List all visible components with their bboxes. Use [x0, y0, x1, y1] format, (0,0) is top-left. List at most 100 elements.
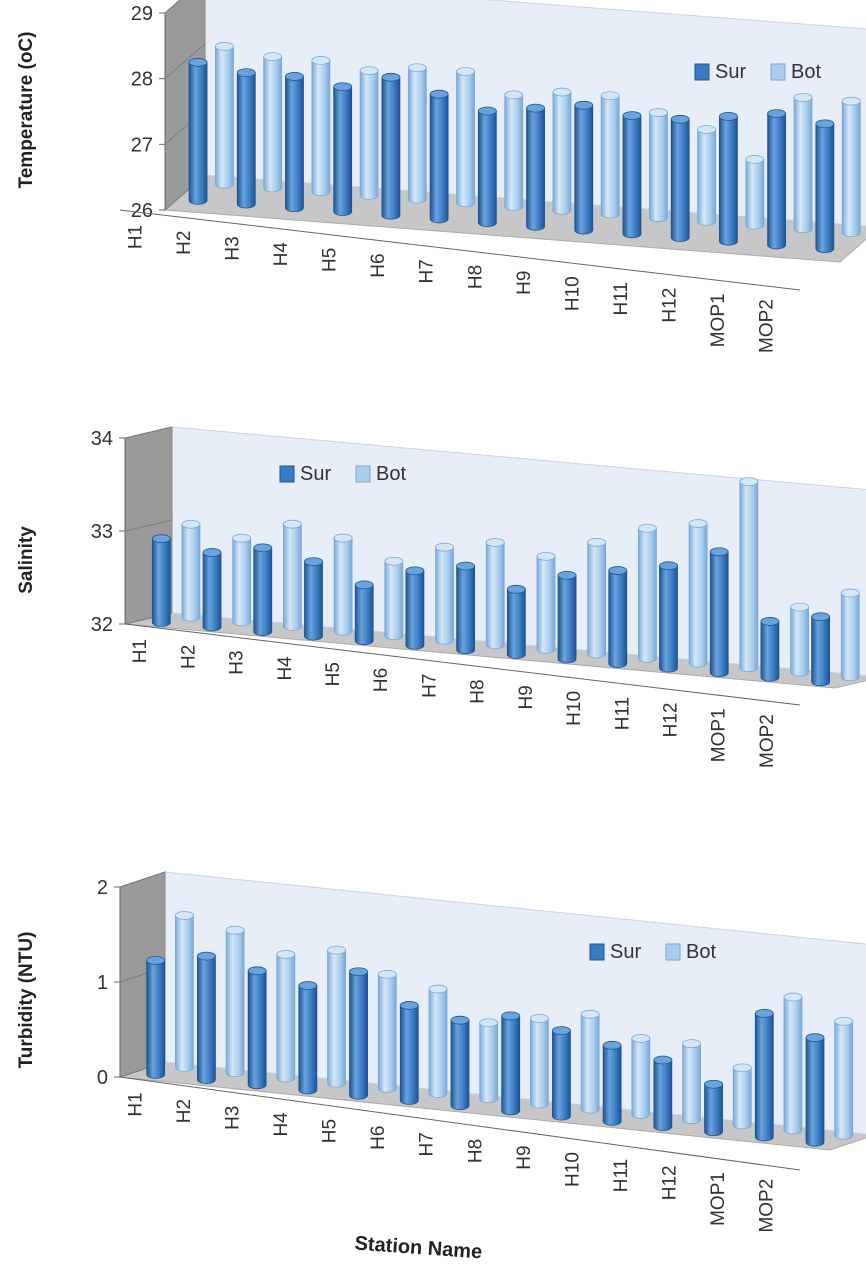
- bar-top: [298, 981, 318, 990]
- bar-body: [253, 547, 273, 636]
- bar-bot-h4: [333, 533, 353, 636]
- bar-top: [688, 519, 708, 528]
- x-tick-label: MOP2: [757, 714, 778, 768]
- bar-body: [263, 56, 283, 193]
- bar-top: [333, 82, 353, 92]
- bar-top: [659, 561, 678, 571]
- bar-body: [526, 107, 545, 231]
- bar-body: [631, 1038, 651, 1119]
- legend: Sur Bot: [589, 941, 716, 963]
- bar-bot-h11: [697, 125, 716, 226]
- bar-body: [653, 1059, 673, 1131]
- legend: Sur Bot: [279, 463, 406, 485]
- bar-top: [151, 534, 171, 544]
- bar-body: [587, 541, 607, 659]
- bar-bot-h7: [479, 1018, 499, 1104]
- bar-top: [377, 969, 397, 979]
- bar-body: [202, 552, 222, 632]
- y-gridline: [119, 871, 166, 888]
- bar-body: [754, 1013, 774, 1142]
- bar-top: [739, 477, 759, 487]
- bar-body: [504, 94, 524, 211]
- y-tick-label: 1: [97, 972, 108, 994]
- bar-top: [805, 1033, 825, 1043]
- bar-body: [298, 985, 318, 1095]
- bar-top: [225, 925, 245, 935]
- bar-body: [479, 1022, 499, 1104]
- x-tick-label: H4: [271, 242, 292, 267]
- bar-top: [637, 523, 657, 533]
- bar-body: [456, 71, 475, 208]
- x-tick-label: MOP2: [757, 299, 778, 353]
- x-tick-label: H12: [660, 1165, 681, 1200]
- bar-bot-h6: [456, 67, 475, 208]
- bar-sur-mop2: [815, 119, 835, 254]
- bar-top: [536, 551, 556, 561]
- bar-body: [574, 104, 594, 235]
- bar-bot-h5: [377, 969, 397, 1093]
- bar-top: [188, 58, 208, 67]
- x-tick-label: H6: [368, 253, 389, 277]
- bar-body: [349, 971, 368, 1100]
- bar-sur-h10: [608, 566, 628, 668]
- bar-body: [450, 1019, 470, 1111]
- bar-sur-h8: [526, 103, 545, 231]
- bar-body: [506, 588, 526, 659]
- bar-bot-h6: [428, 984, 448, 1098]
- bar-body: [282, 523, 302, 631]
- bar-top: [333, 533, 353, 543]
- bar-top: [793, 93, 813, 102]
- bar-body: [435, 546, 454, 645]
- legend-label-bot: Bot: [686, 941, 716, 963]
- x-tick-label: H11: [612, 697, 633, 730]
- bar-top: [359, 66, 379, 76]
- bar-sur-h7: [477, 106, 497, 228]
- x-tick-label: H11: [611, 282, 632, 315]
- bar-body: [333, 86, 353, 216]
- bar-top: [704, 1079, 723, 1089]
- bar-sur-h2: [197, 951, 216, 1084]
- bar-top: [608, 566, 628, 575]
- bar-top: [653, 1055, 673, 1065]
- x-tick-label: H5: [320, 1119, 341, 1143]
- bar-sur-h3: [285, 72, 304, 213]
- x-tick-label: MOP1: [708, 1172, 729, 1226]
- bar-sur-h4: [333, 82, 353, 216]
- bar-bot-h12: [739, 477, 759, 673]
- bar-top: [253, 543, 273, 553]
- bar-top: [530, 1014, 549, 1023]
- x-tick-label: H11: [611, 1159, 632, 1192]
- bar-body: [151, 538, 171, 627]
- bar-sur-mop2: [811, 612, 831, 687]
- bar-body: [236, 72, 256, 209]
- bar-body: [304, 561, 323, 641]
- x-tick-label: H7: [417, 1132, 438, 1156]
- x-tick-label: H12: [660, 703, 681, 738]
- bar-body: [670, 118, 690, 242]
- bar-sur-h1: [188, 58, 208, 205]
- bar-body: [232, 537, 252, 627]
- bar-top: [506, 584, 526, 594]
- bar-top: [479, 1018, 499, 1028]
- legend-swatch-sur: [589, 943, 605, 961]
- bar-top: [181, 519, 201, 529]
- bar-bot-h10: [648, 108, 668, 223]
- bar-body: [456, 565, 476, 655]
- bar-body: [783, 996, 803, 1135]
- bar-top: [215, 41, 234, 51]
- chart-panel-1: 26 27 28 29 Temperature (oC) H1 H2 H3 H4 H5 H6 H7 H8…: [16, 0, 866, 353]
- bar-body: [327, 949, 346, 1088]
- y-tick-label: 28: [131, 69, 153, 91]
- bar-top: [477, 106, 497, 116]
- bar-sur-mop1: [760, 617, 780, 682]
- bar-body: [530, 1018, 549, 1109]
- x-tick-label: MOP2: [757, 1179, 778, 1233]
- bar-body: [709, 551, 729, 678]
- bar-body: [704, 1083, 723, 1137]
- bar-top: [263, 52, 283, 62]
- bar-top: [631, 1034, 651, 1043]
- bar-body: [760, 621, 780, 682]
- x-tick-label: H5: [323, 662, 344, 686]
- bar-bot-mop2: [841, 96, 861, 237]
- bar-bot-h10: [637, 523, 657, 663]
